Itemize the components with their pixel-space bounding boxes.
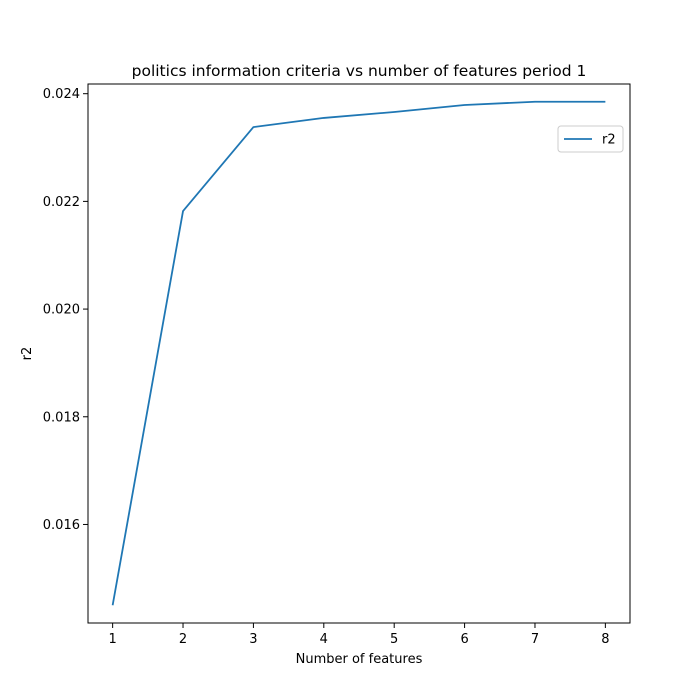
series-line-r2	[111, 100, 606, 606]
chart-title: politics information criteria vs number …	[132, 62, 587, 80]
x-axis: 1 2 3 4 5 6 7 8	[108, 623, 610, 647]
y-axis: 0.016 0.018 0.020 0.022 0.024	[43, 87, 88, 533]
y-axis-label: r2	[20, 347, 35, 361]
x-tick-label: 1	[108, 632, 116, 647]
x-axis-label: Number of features	[296, 652, 423, 667]
y-tick-label: 0.024	[43, 87, 80, 102]
series-layer	[111, 100, 606, 606]
x-tick-label: 4	[320, 632, 328, 647]
y-tick-label: 0.020	[43, 303, 80, 318]
y-tick-label: 0.022	[43, 195, 80, 210]
x-tick-label: 2	[179, 632, 187, 647]
x-tick-label: 8	[601, 632, 609, 647]
x-tick-label: 3	[249, 632, 257, 647]
legend-label: r2	[602, 133, 616, 148]
x-tick-label: 5	[390, 632, 398, 647]
x-tick-label: 6	[460, 632, 468, 647]
plot-frame	[87, 83, 631, 624]
plot-area	[88, 84, 630, 623]
x-tick-label: 7	[531, 632, 539, 647]
y-tick-label: 0.016	[43, 518, 80, 533]
legend: r2	[557, 125, 624, 153]
y-tick-label: 0.018	[43, 410, 80, 425]
